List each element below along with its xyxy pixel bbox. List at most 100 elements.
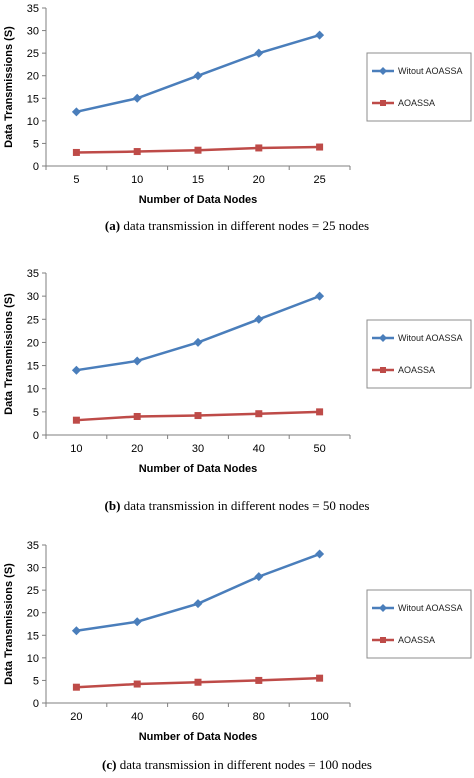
y-tick-label: 25 [27,314,39,326]
data-point-square [194,146,202,154]
chart-panel-c: 0 5 10 15 20 25 30 35 20 40 60 80 100 Number of Data … [0,537,474,778]
x-tick-label: 10 [70,443,82,455]
x-tick-label: 80 [253,711,265,723]
data-point-diamond [132,356,142,366]
data-point-diamond [71,626,81,636]
chart-panel-b: 0 5 10 15 20 25 30 35 10 20 30 40 50 Number of Data N… [0,265,474,515]
chart-panel-a: 0 5 10 15 20 25 30 35 5 10 15 20 25 Number of Data No… [0,0,474,250]
x-tick-label: 30 [192,443,204,455]
data-point-diamond [193,599,203,609]
x-tick-label: 10 [131,174,143,186]
data-point-diamond [315,291,325,301]
y-axis-title: Data Transmissions (S) [3,293,15,415]
chart-svg-c: 0 5 10 15 20 25 30 35 20 40 60 80 100 Number of Data … [3,540,472,743]
data-point-square [133,148,141,156]
data-point-square [316,143,324,151]
data-point-diamond [132,93,142,103]
x-tick-label: 40 [253,443,265,455]
data-point-square [255,144,263,152]
data-point-diamond [315,549,325,559]
y-tick-label: 0 [33,698,39,710]
data-point-square [133,412,141,420]
legend-label: AOASSA [398,635,435,645]
y-tick-label: 20 [27,608,39,620]
x-axis-title: Number of Data Nodes [139,194,258,206]
x-axis-title: Number of Data Nodes [139,731,258,743]
y-tick-label: 15 [27,361,39,373]
y-tick-label: 0 [33,161,39,173]
legend-marker-diamond [379,67,387,75]
data-point-square [316,408,324,416]
data-point-square [72,416,80,424]
legend-label: AOASSA [398,98,435,108]
legend-label: AOASSA [398,365,435,375]
y-axis-title: Data Transmissions (S) [3,26,15,148]
data-point-square [194,678,202,686]
series-line [76,294,321,372]
y-tick-label: 25 [27,48,39,60]
legend-box [366,52,472,122]
legend-box [366,589,472,659]
series-line [76,552,321,633]
y-tick-label: 35 [27,3,39,15]
caption-c: (c) data transmission in different nodes… [0,757,474,773]
data-point-diamond [71,107,81,117]
legend-marker-square [380,367,386,373]
y-tick-label: 5 [33,138,39,150]
x-tick-label: 20 [70,711,82,723]
data-point-square [72,148,80,156]
chart-svg-a: 0 5 10 15 20 25 30 35 5 10 15 20 25 Number of Data No… [3,3,472,206]
x-tick-label: 25 [313,174,325,186]
y-tick-label: 30 [27,291,39,303]
legend-marker-diamond [379,334,387,342]
legend-marker-square [380,637,386,643]
data-point-diamond [193,337,203,347]
x-axis-title: Number of Data Nodes [139,463,258,475]
data-point-diamond [132,617,142,627]
caption-b: (b) data transmission in different nodes… [0,498,474,514]
x-tick-label: 15 [192,174,204,186]
y-tick-label: 20 [27,337,39,349]
caption-text-b: data transmission in different nodes = 5… [123,498,370,513]
y-tick-label: 25 [27,585,39,597]
data-point-square [316,674,324,682]
caption-label-c: (c) [102,757,117,772]
legend-label: Witout AOASSA [398,66,463,76]
x-tick-label: 40 [131,711,143,723]
y-tick-label: 10 [27,653,39,665]
y-tick-label: 10 [27,384,39,396]
caption-text-c: data transmission in different nodes = 1… [119,757,372,772]
legend-label: Witout AOASSA [398,333,463,343]
legend-marker-diamond [379,604,387,612]
caption-label-b: (b) [104,498,121,513]
y-tick-label: 30 [27,563,39,575]
data-point-square [255,676,263,684]
data-point-square [194,412,202,420]
data-point-diamond [315,30,325,40]
data-point-diamond [71,365,81,375]
data-point-square [255,410,263,418]
x-tick-label: 20 [131,443,143,455]
legend-box [366,319,472,389]
y-tick-label: 10 [27,116,39,128]
data-point-diamond [254,48,264,58]
data-point-square [133,680,141,688]
legend-marker-square [380,100,386,106]
caption-label-a: (a) [104,218,121,233]
y-tick-label: 30 [27,26,39,38]
chart-svg-b: 0 5 10 15 20 25 30 35 10 20 30 40 50 Number of Data N… [3,268,472,475]
y-tick-label: 15 [27,630,39,642]
y-tick-label: 35 [27,268,39,280]
data-point-diamond [193,71,203,81]
x-tick-label: 50 [313,443,325,455]
data-point-square [72,683,80,691]
y-tick-label: 5 [33,407,39,419]
y-tick-label: 15 [27,93,39,105]
legend-label: Witout AOASSA [398,603,463,613]
x-tick-label: 60 [192,711,204,723]
data-point-diamond [254,314,264,324]
y-tick-label: 5 [33,675,39,687]
caption-a: (a) data transmission in different nodes… [0,218,474,234]
y-tick-label: 35 [27,540,39,552]
y-tick-label: 0 [33,430,39,442]
